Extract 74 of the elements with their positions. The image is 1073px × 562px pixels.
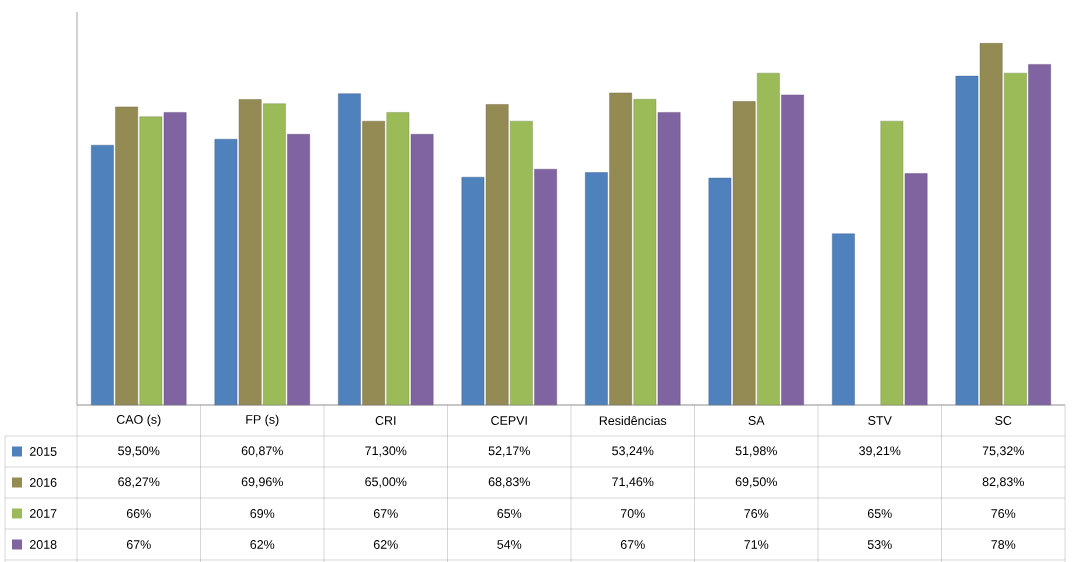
legend-label: 2016 [29,478,57,487]
data-label: 78% [991,540,1016,549]
data-label: 65,00% [365,477,407,488]
data-label: 71,46% [612,477,654,488]
bar [1004,72,1027,406]
bar [263,103,286,406]
bar [362,120,385,406]
bar [609,92,632,406]
x-tick-label: STV [868,416,892,425]
data-label: 82,83% [982,477,1024,488]
bar [832,233,855,406]
data-label: 67% [620,540,645,549]
data-label: 69% [250,509,275,518]
bar [732,101,756,406]
data-label: 65% [867,509,892,518]
x-tick-label: Residências [599,415,667,425]
bar [781,94,804,406]
bar [585,172,608,406]
bar [338,93,361,406]
legend-label: 2015 [29,447,57,456]
x-tick-label: CAO (s) [116,414,161,427]
data-label: 51,98% [735,446,777,457]
data-label: 62% [250,540,275,549]
data-label: 53% [867,540,892,549]
bar [410,133,434,406]
data-label: 76% [744,509,769,518]
bar [1028,64,1051,406]
bar [386,112,410,406]
x-tick-label: CEPVI [491,416,527,425]
bar [238,99,262,406]
data-label: 70% [620,509,645,518]
bar [880,120,904,406]
data-label: 62% [373,540,398,549]
bar [955,75,979,406]
bar [510,120,533,406]
data-label: 67% [373,509,398,518]
legend-label: 2018 [29,540,57,549]
data-label: 68,83% [488,477,530,488]
x-tick-label: CRI [375,416,396,425]
bar [214,138,238,406]
data-label: 69,50% [735,477,777,488]
data-label: 52,17% [488,446,530,457]
data-label: 68,27% [118,477,160,488]
data-label: 65% [497,509,522,518]
bar [139,116,163,406]
bar [633,99,657,406]
bar [534,168,557,406]
bar [757,72,780,406]
bar [163,112,187,406]
legend-label: 2017 [29,509,57,518]
data-label: 75,32% [982,446,1024,457]
bar [708,177,732,406]
bar [287,133,310,406]
x-tick-label: SA [748,416,765,425]
bar [115,106,138,406]
bar [904,173,928,406]
data-label: 53,24% [612,446,654,457]
bar [91,144,114,406]
data-label: 67% [126,540,151,549]
data-label: 76% [991,509,1016,518]
data-label: 66% [126,509,151,518]
data-label: 71,30% [365,446,407,457]
bar [657,112,681,406]
data-label: 54% [497,540,522,549]
x-tick-label: FP (s) [246,414,279,427]
bar [461,176,485,406]
x-tick-label: SC [995,416,1012,425]
bar [979,43,1003,406]
bar [485,104,509,406]
data-label: 71% [744,540,769,549]
data-label: 60,87% [241,446,283,457]
data-label: 69,96% [241,477,283,488]
data-label: 39,21% [859,446,901,457]
data-label: 59,50% [118,446,160,457]
